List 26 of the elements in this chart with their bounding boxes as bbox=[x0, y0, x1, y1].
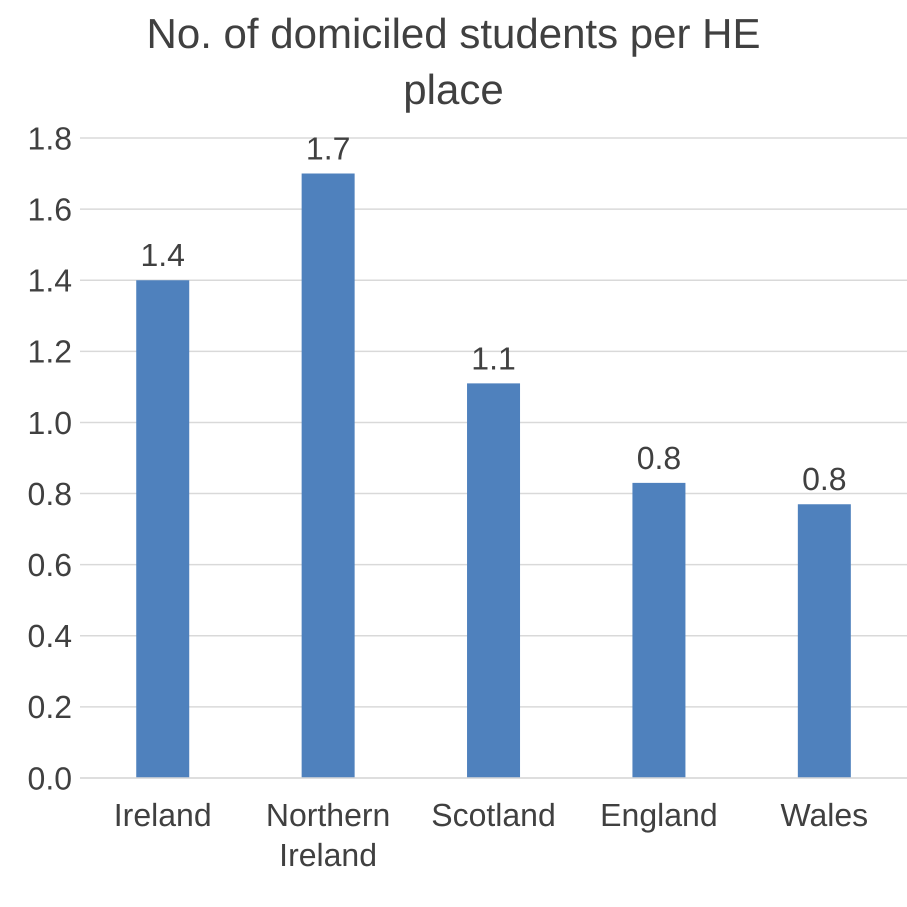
data-label: 1.4 bbox=[140, 237, 185, 274]
y-tick-label: 0.0 bbox=[28, 760, 72, 796]
data-label: 1.7 bbox=[306, 130, 350, 167]
y-tick-label: 1.8 bbox=[28, 120, 72, 156]
y-tick-label: 0.6 bbox=[28, 547, 72, 584]
y-tick-label: 1.4 bbox=[28, 262, 72, 299]
data-label: 0.8 bbox=[636, 440, 682, 476]
y-tick-label: 1.2 bbox=[28, 334, 72, 370]
bar bbox=[798, 504, 851, 778]
x-tick-label: Northern Ireland bbox=[266, 797, 390, 873]
chart-title: No. of domiciled students per HE place bbox=[146, 9, 762, 115]
bar bbox=[467, 383, 520, 778]
bar bbox=[136, 280, 190, 778]
data-label: 0.8 bbox=[802, 461, 847, 498]
y-tick-label: 0.8 bbox=[28, 476, 72, 512]
x-tick-label: Wales bbox=[780, 797, 868, 833]
y-tick-label: 1.6 bbox=[28, 191, 72, 228]
x-tick-label: Ireland bbox=[114, 797, 212, 833]
data-label: 1.1 bbox=[471, 340, 516, 376]
y-tick-label: 0.2 bbox=[28, 689, 72, 726]
bar bbox=[302, 174, 355, 778]
x-tick-label: England bbox=[600, 797, 718, 833]
bar bbox=[632, 482, 686, 778]
y-tick-label: 0.4 bbox=[28, 618, 72, 654]
y-tick-label: 1.0 bbox=[28, 404, 72, 441]
x-tick-label: Scotland bbox=[431, 797, 556, 833]
